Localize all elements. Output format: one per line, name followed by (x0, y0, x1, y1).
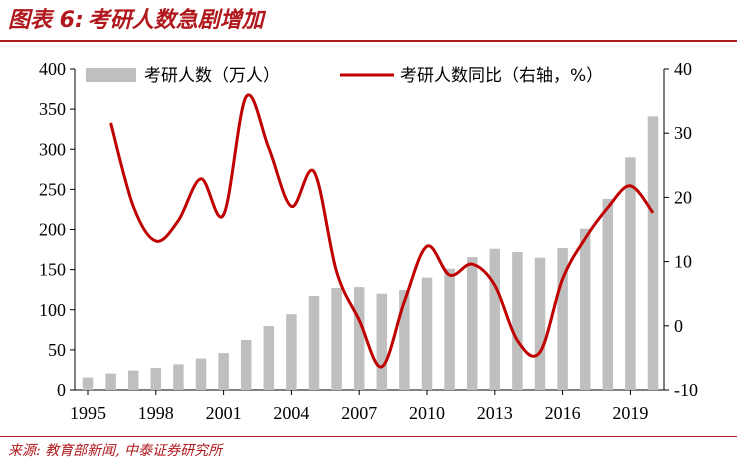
legend-bar-label: 考研人数（万人） (144, 66, 280, 86)
bar (421, 277, 433, 390)
y-tick-label-left: 350 (39, 99, 66, 119)
x-tick-label: 2013 (477, 403, 513, 423)
bar (579, 228, 591, 390)
bar (466, 257, 478, 390)
bar (489, 248, 501, 390)
figure-title: 图表 6: 考研人数急剧增加 (8, 2, 264, 40)
x-tick-label: 2019 (612, 403, 648, 423)
y-tick-label-right: 30 (674, 123, 692, 143)
x-tick-label: 2016 (545, 403, 581, 423)
figure-label: 图表 6: (8, 8, 84, 33)
bar-series (82, 116, 659, 390)
bar (512, 251, 523, 390)
y-tick-label-right: -10 (674, 380, 698, 400)
x-tick-label: 2004 (273, 403, 309, 423)
x-tick-label: 2007 (341, 403, 377, 423)
chart: 0 50 100 150 200 250 300 350 400 -10 0 10 20 30 40 1995… (39, 59, 698, 423)
x-tick-label: 1998 (138, 403, 174, 423)
y-tick-label-right: 0 (674, 316, 683, 336)
y-tick-label-left: 0 (57, 380, 66, 400)
bar (240, 339, 252, 390)
bar (308, 295, 320, 390)
source-note: 来源: 教育部新闻, 中泰证券研究所 (8, 443, 223, 459)
bar (263, 326, 275, 390)
bar (195, 358, 207, 390)
y-tick-label-right: 20 (674, 187, 692, 207)
bar (331, 288, 342, 390)
y-tick-label-left: 100 (39, 300, 66, 320)
y-tick-label-left: 300 (39, 139, 66, 159)
bar (444, 268, 455, 390)
bar (353, 287, 365, 390)
y-tick-label-left: 50 (48, 340, 66, 360)
bar (82, 377, 94, 390)
legend-bar-swatch (86, 68, 136, 82)
x-tick-label: 1995 (70, 403, 106, 423)
bar (173, 364, 184, 390)
y-tick-label-left: 200 (39, 220, 66, 240)
bar (127, 370, 139, 390)
bar (602, 199, 614, 390)
legend-line-label: 考研人数同比（右轴，%） (400, 66, 603, 86)
y-tick-label-left: 150 (39, 260, 66, 280)
source-divider (0, 436, 737, 437)
bar (534, 257, 546, 390)
title-divider (0, 40, 737, 42)
bar (286, 314, 297, 390)
bar (557, 247, 568, 390)
yoy-line (109, 93, 655, 369)
bar (376, 293, 388, 390)
x-tick-label: 2001 (206, 403, 242, 423)
y-tick-label-right: 10 (674, 252, 692, 272)
bar (218, 353, 229, 390)
bar (625, 157, 636, 390)
figure-title-text: 考研人数急剧增加 (87, 8, 264, 33)
bar (647, 116, 659, 390)
y-tick-label-right: 40 (674, 59, 692, 79)
y-tick-label-left: 400 (39, 59, 66, 79)
line-series (109, 93, 655, 369)
legend: 考研人数（万人） 考研人数同比（右轴，%） (86, 66, 603, 86)
bar (399, 290, 410, 390)
tick-labels: 0 50 100 150 200 250 300 350 400 -10 0 10 20 30 40 1995… (39, 59, 698, 423)
y-tick-label-left: 250 (39, 179, 66, 199)
bar (105, 373, 116, 390)
bar (150, 368, 162, 390)
x-tick-label: 2010 (409, 403, 445, 423)
